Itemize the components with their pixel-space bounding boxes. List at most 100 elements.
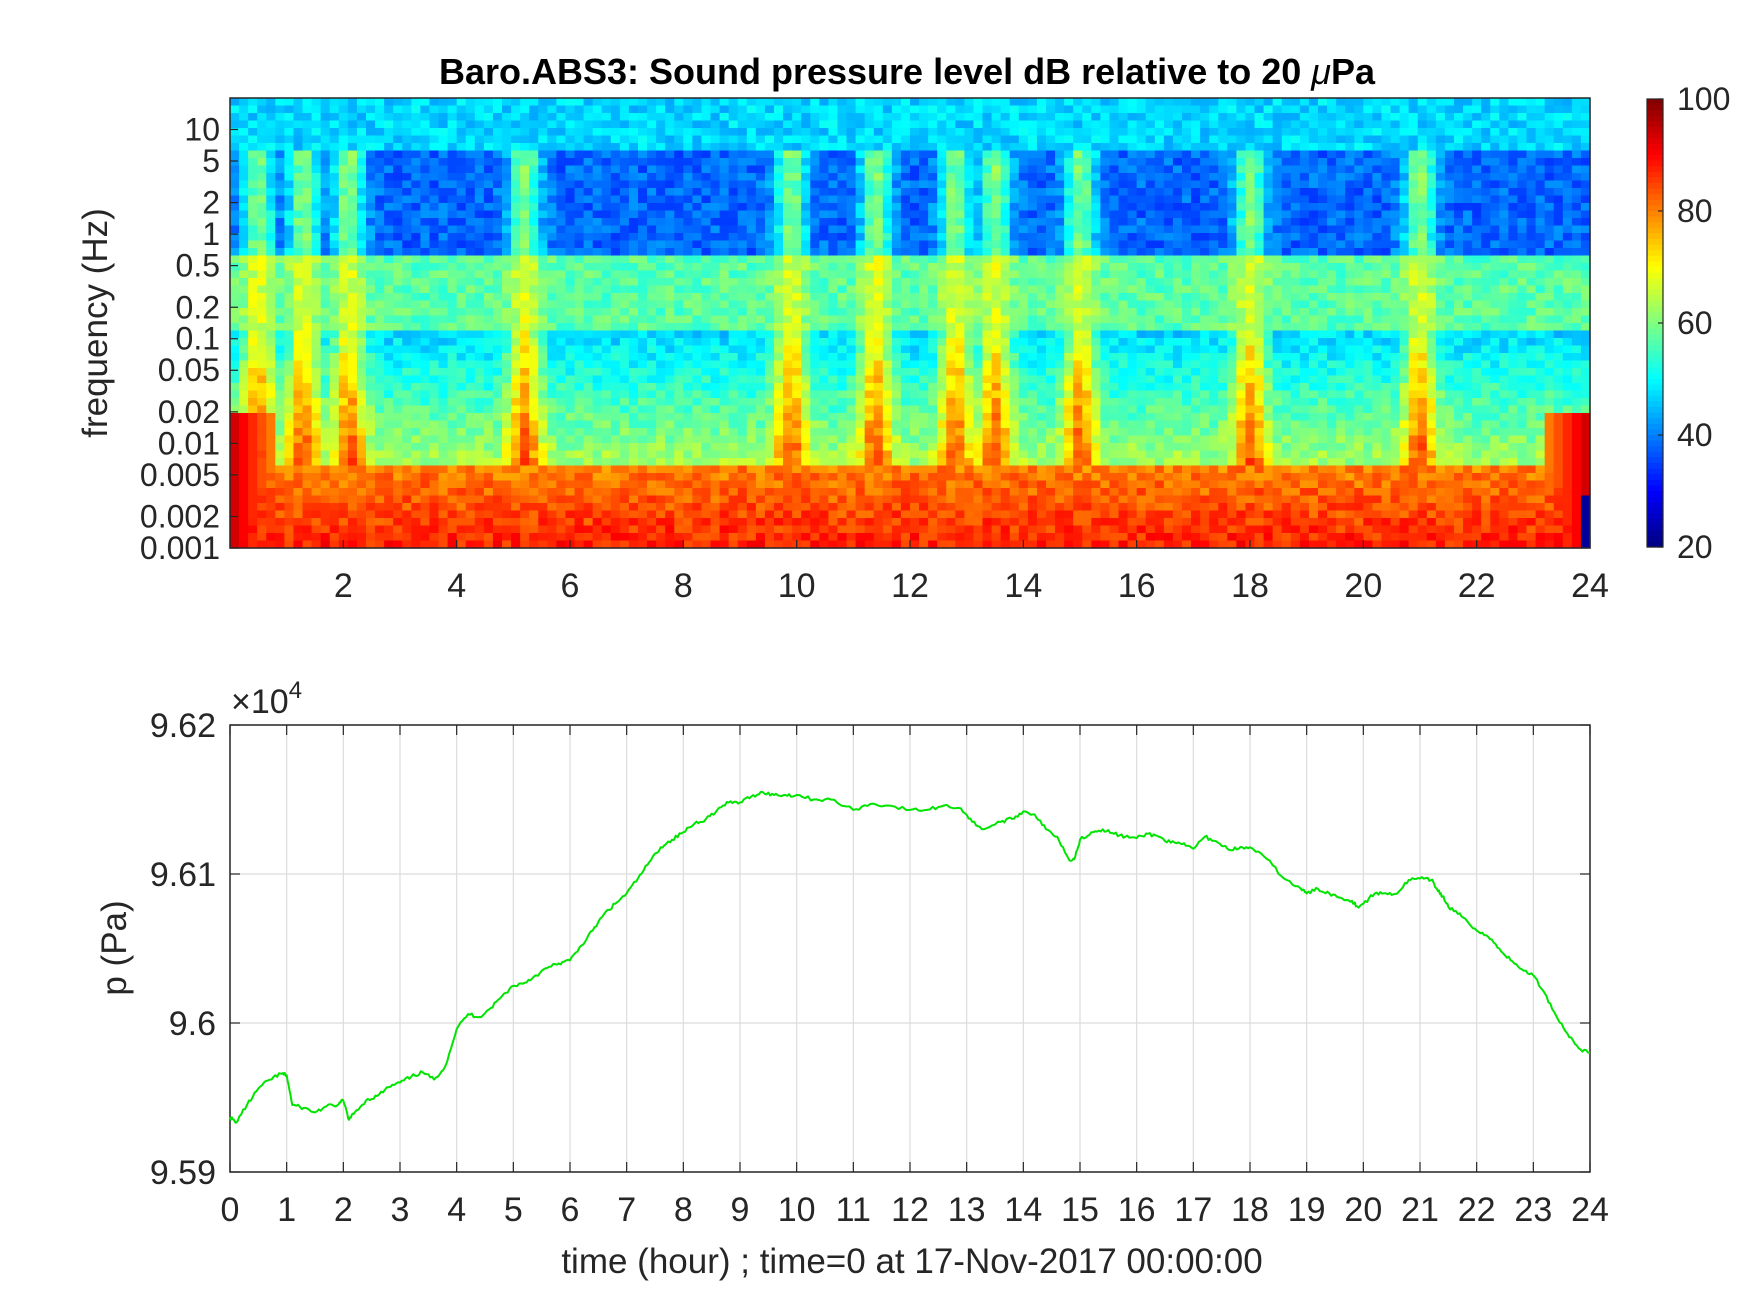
spectrogram-cell: [592, 375, 603, 384]
spectrogram-cell: [338, 398, 349, 407]
spectrogram-cell: [891, 158, 902, 167]
spectrogram-cell: [311, 360, 322, 369]
spectrogram-cell: [248, 518, 258, 527]
spectrogram-cell: [792, 518, 802, 527]
spectrogram-cell: [393, 113, 403, 122]
spectrogram-cell: [402, 210, 412, 219]
spectrogram-cell: [483, 503, 494, 512]
spectrogram-cell: [837, 383, 848, 392]
spectrogram-cell: [257, 473, 267, 482]
title-prefix: Baro.ABS3: Sound pressure level dB relat…: [439, 51, 1311, 92]
spectrogram-cell: [647, 405, 657, 414]
spectrogram-cell: [737, 278, 748, 287]
spectrogram-cell: [311, 428, 322, 437]
spectrogram-cell: [447, 323, 458, 332]
spectrogram-cell: [574, 293, 585, 302]
spectrogram-cell: [628, 488, 639, 497]
spectrogram-cell: [919, 315, 929, 324]
spectrogram-cell: [239, 525, 249, 534]
spectrogram-cell: [891, 353, 902, 362]
spectrogram-cell: [257, 375, 267, 384]
spectrogram-cell: [565, 203, 576, 212]
spectrogram-cell: [955, 443, 965, 452]
spectrogram-cell: [420, 98, 431, 107]
spectrogram-cell: [547, 368, 557, 377]
spectrogram-cell: [900, 293, 911, 302]
spectrogram-cell: [465, 210, 476, 219]
spectrogram-cell: [520, 428, 530, 437]
spectrogram-cell: [710, 285, 721, 294]
spectrogram-cell: [864, 368, 875, 377]
spectrogram-cell: [937, 443, 947, 452]
spectrogram-cell: [230, 518, 240, 527]
spectrogram-cell: [819, 480, 829, 489]
spectrogram-cell: [529, 233, 539, 242]
spectrogram-cell: [438, 533, 449, 542]
spectrogram-cell: [828, 278, 839, 287]
spectrogram-cell: [973, 270, 984, 279]
spectrogram-cell: [955, 203, 965, 212]
spectrogram-cell: [483, 218, 494, 227]
spectrogram-cell: [647, 540, 657, 549]
spectrogram-cell: [665, 375, 675, 384]
spectrogram-cell: [230, 240, 240, 249]
spectrogram-cell: [366, 518, 376, 527]
spectrogram-cell: [492, 510, 503, 519]
spectrogram-cell: [792, 338, 802, 347]
spectrogram-cell: [628, 195, 639, 204]
spectrogram-cell: [638, 345, 648, 354]
spectrogram-cell: [574, 420, 585, 429]
spectrogram-cell: [955, 143, 965, 152]
spectrogram-cell: [955, 503, 965, 512]
spectrogram-cell: [429, 495, 440, 504]
spectrogram-cell: [656, 360, 666, 369]
spectrogram-cell: [520, 495, 530, 504]
spectrogram-cell: [293, 128, 304, 137]
spectrogram-cell: [583, 315, 594, 324]
spectrogram-cell: [928, 120, 938, 129]
spectrogram-cell: [529, 480, 539, 489]
spectrogram-cell: [710, 443, 721, 452]
spectrogram-cell: [737, 158, 748, 167]
spectrogram-cell: [774, 158, 784, 167]
spectrogram-cell: [347, 180, 358, 189]
spectrogram-cell: [882, 443, 893, 452]
spectrogram-cell: [855, 218, 866, 227]
spectrogram-cell: [674, 315, 684, 324]
spectrogram-cell: [456, 105, 467, 114]
spectrogram-cell: [411, 158, 421, 167]
spectrogram-cell: [910, 405, 920, 414]
spectrogram-cell: [619, 495, 630, 504]
spectrogram-cell: [601, 113, 612, 122]
spectrogram-cell: [583, 135, 594, 144]
spectrogram-cell: [710, 480, 721, 489]
spectrogram-cell: [284, 495, 295, 504]
spectrogram-cell: [755, 255, 766, 264]
spectrogram-cell: [356, 525, 367, 534]
spectrogram-cell: [674, 405, 684, 414]
spectrogram-cell: [239, 428, 249, 437]
spectrogram-cell: [973, 135, 984, 144]
spectrogram-cell: [402, 180, 412, 189]
spectrogram-cell: [638, 270, 648, 279]
spectrogram-cell: [520, 368, 530, 377]
spectrogram-cell: [701, 323, 712, 332]
spectrogram-cell: [919, 510, 929, 519]
spectrogram-cell: [565, 450, 576, 459]
spectrogram-cell: [755, 518, 766, 527]
spectrogram-cell: [665, 203, 675, 212]
spectrogram-cell: [674, 458, 684, 467]
spectrogram-cell: [257, 398, 267, 407]
spectrogram-cell: [946, 443, 956, 452]
spectrogram-cell: [792, 420, 802, 429]
spectrogram-cell: [819, 390, 829, 399]
spectrogram-cell: [937, 360, 947, 369]
spectrogram-cell: [692, 413, 703, 422]
spectrogram-cell: [900, 165, 911, 174]
spectrogram-cell: [356, 345, 367, 354]
spectrogram-cell: [882, 98, 893, 107]
spectrogram-cell: [302, 285, 313, 294]
spectrogram-cell: [746, 458, 757, 467]
spectrogram-cell: [819, 503, 829, 512]
spectrogram-cell: [946, 473, 956, 482]
